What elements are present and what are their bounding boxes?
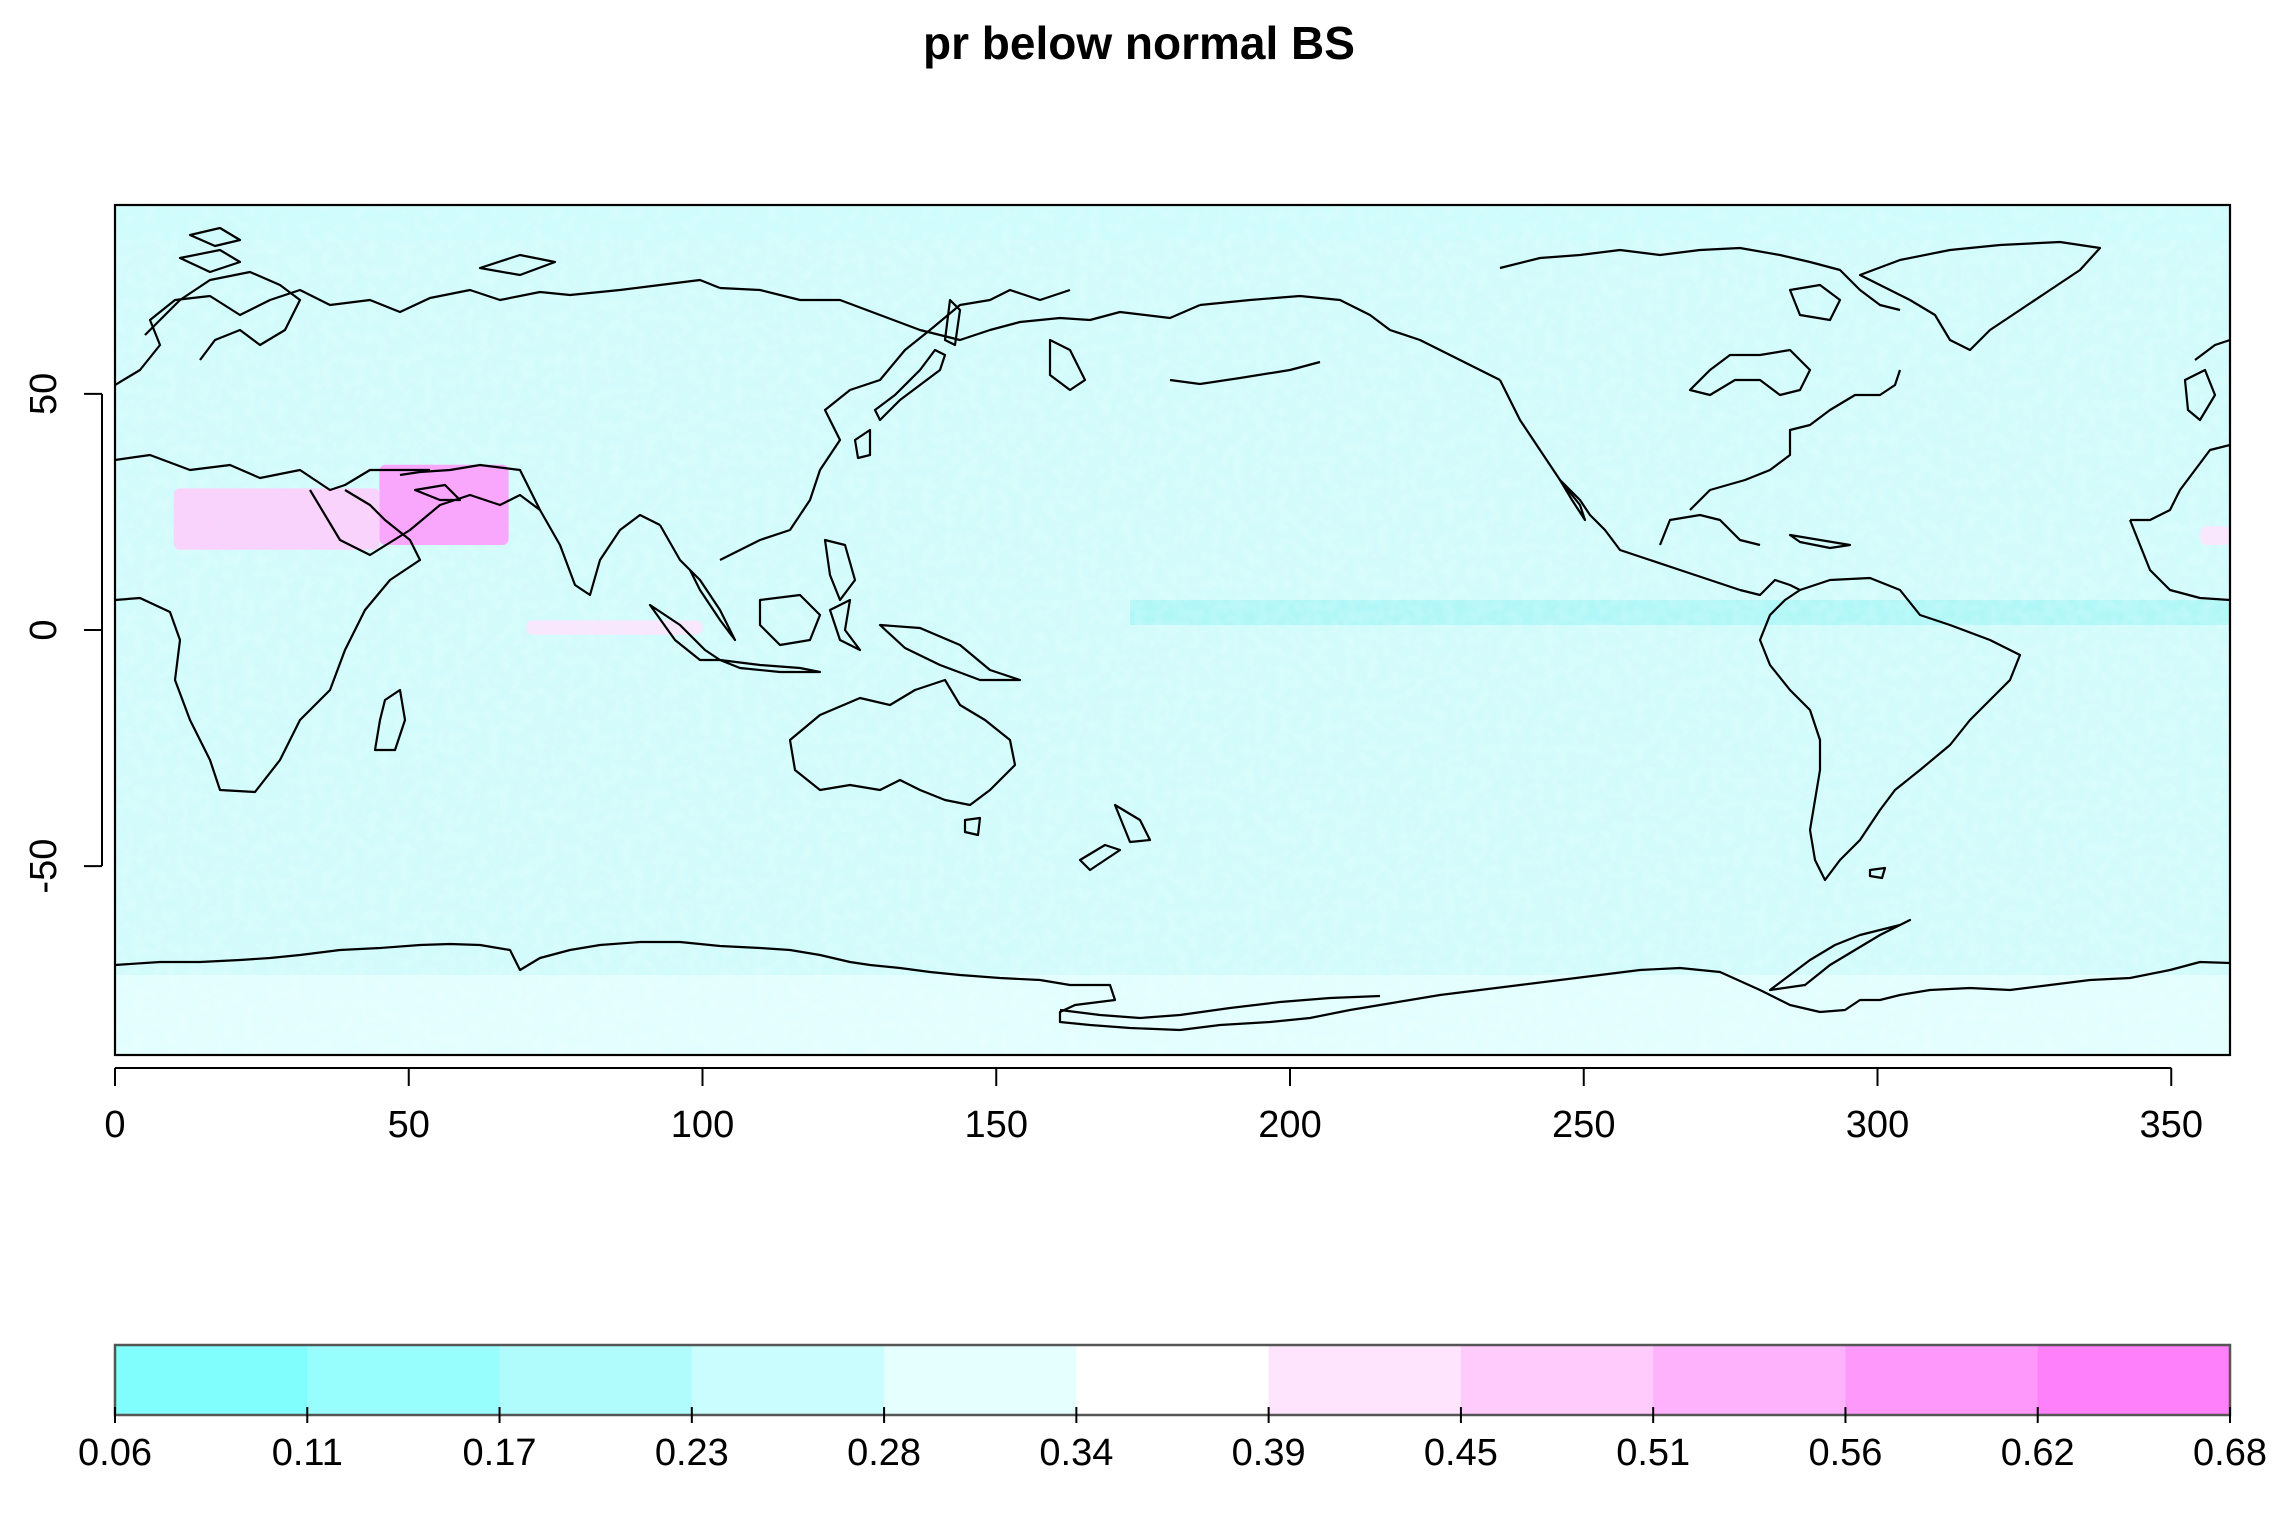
legend-label: 0.68: [2193, 1432, 2267, 1474]
coast-alaska: [1199, 294, 1501, 381]
atlantic-patch: [2200, 526, 2230, 545]
coast-svalbard: [188, 226, 242, 248]
coast-ross-shelf: [1059, 994, 1381, 1020]
coast-aleutians: [1169, 360, 1321, 386]
coast-tasmania: [963, 816, 982, 837]
coast-europe: [115, 278, 721, 386]
noise-texture: [115, 205, 2230, 1055]
legend-label: 0.39: [1232, 1432, 1306, 1474]
x-axis: 0 50 100 150 200 250 300 350: [104, 1067, 2203, 1146]
legend-swatch: [307, 1345, 501, 1415]
coast-scandinavia: [144, 270, 302, 361]
map-title: pr below normal BS: [923, 17, 1355, 69]
legend-label: 0.56: [1808, 1432, 1882, 1474]
coast-baffin: [1788, 283, 1842, 322]
legend-label: 0.06: [78, 1432, 152, 1474]
legend-label: 0.23: [655, 1432, 729, 1474]
coast-madagascar: [373, 688, 407, 752]
coast-iberia-wrap: [2130, 443, 2230, 522]
north-africa-high: [173, 488, 380, 550]
x-tick-label: 100: [671, 1104, 734, 1146]
coast-africa-wrap: [2128, 519, 2230, 602]
coast-philippines: [823, 538, 857, 602]
coast-central-america: [1739, 578, 1801, 597]
legend-label: 0.17: [463, 1432, 537, 1474]
coast-siberia: [719, 286, 1201, 342]
legend-label: 0.28: [847, 1432, 921, 1474]
x-tick-label: 300: [1846, 1104, 1909, 1146]
coast-antarctic-peninsula: [1768, 918, 1912, 992]
x-tick-label: 250: [1552, 1104, 1615, 1146]
coast-china: [719, 288, 1071, 561]
coast-borneo: [758, 593, 822, 647]
legend-frame: [113, 1343, 2232, 1417]
coast-canada-arctic: [1499, 246, 1901, 312]
coast-arabia: [309, 463, 542, 557]
coast-cuba: [1788, 533, 1852, 550]
coast-mediterranean: [115, 453, 430, 492]
coast-sakhalin: [943, 298, 962, 347]
coast-novaya-zemlya: [478, 253, 557, 277]
legend-swatch: [1460, 1345, 1654, 1415]
coast-australia: [788, 678, 1017, 807]
coast-india: [539, 509, 661, 597]
legend-swatch: [499, 1345, 693, 1415]
legend-swatch: [1845, 1345, 2039, 1415]
highlight-layer: [173, 464, 2230, 635]
coast-iceland: [178, 248, 242, 274]
legend-swatch: [691, 1345, 885, 1415]
legend-label: 0.34: [1039, 1432, 1113, 1474]
coast-japan: [873, 348, 947, 422]
x-tick-label: 50: [388, 1104, 430, 1146]
coast-new-zealand: [1078, 803, 1152, 872]
y-axis: 50 0 -50: [23, 373, 103, 894]
coast-hudson: [1688, 348, 1812, 397]
arabian-peninsula-high: [379, 464, 509, 545]
map-panel: [115, 205, 2230, 1055]
coast-gulf: [1658, 513, 1761, 547]
legend-swatch: [1076, 1345, 1270, 1415]
legend-swatch: [884, 1345, 1077, 1415]
coastlines: [115, 226, 2230, 1032]
color-legend: 0.06 0.11 0.17 0.23 0.28 0.34 0.39 0.45 0.51 0.56…: [78, 1343, 2267, 1474]
coast-sulawesi: [828, 598, 862, 652]
coast-falklands: [1868, 866, 1887, 880]
coast-kamchatka: [1048, 338, 1087, 392]
legend-swatch: [1653, 1345, 1846, 1415]
coast-korea: [853, 428, 872, 460]
legend-label: 0.51: [1616, 1432, 1690, 1474]
coast-se-asia: [659, 524, 737, 642]
coast-norway-wrap: [2194, 338, 2230, 361]
x-tick-label: 150: [965, 1104, 1028, 1146]
legend-swatch: [2037, 1345, 2231, 1415]
coast-antarctica-west: [115, 940, 1181, 1032]
coast-new-guinea: [878, 623, 1022, 682]
legend-label: 0.11: [272, 1432, 343, 1474]
legend-label: 0.62: [2001, 1432, 2075, 1474]
y-tick-label: -50: [23, 839, 65, 894]
coast-java: [718, 658, 822, 674]
y-tick-label: 0: [23, 619, 65, 640]
x-tick-label: 350: [2140, 1104, 2203, 1146]
coast-baja: [1558, 478, 1587, 522]
coast-south-america: [1758, 576, 2022, 882]
legend-swatch: [1268, 1345, 1462, 1415]
legend-swatch: [115, 1345, 308, 1415]
y-tick-label: 50: [23, 373, 65, 415]
indian-ocean-band: [526, 620, 703, 635]
legend-label: 0.45: [1424, 1432, 1498, 1474]
coast-africa: [115, 489, 422, 794]
coast-na-west: [1499, 379, 1741, 592]
coast-persian-gulf: [413, 483, 462, 502]
x-tick-label: 200: [1258, 1104, 1321, 1146]
coast-uk-wrap: [2183, 368, 2217, 422]
coast-antarctica-east: [1179, 960, 2230, 1032]
coast-na-east: [1689, 369, 1902, 511]
coast-greenland: [1858, 240, 2102, 352]
x-tick-label: 0: [104, 1104, 125, 1146]
map-frame: [113, 203, 2232, 1057]
